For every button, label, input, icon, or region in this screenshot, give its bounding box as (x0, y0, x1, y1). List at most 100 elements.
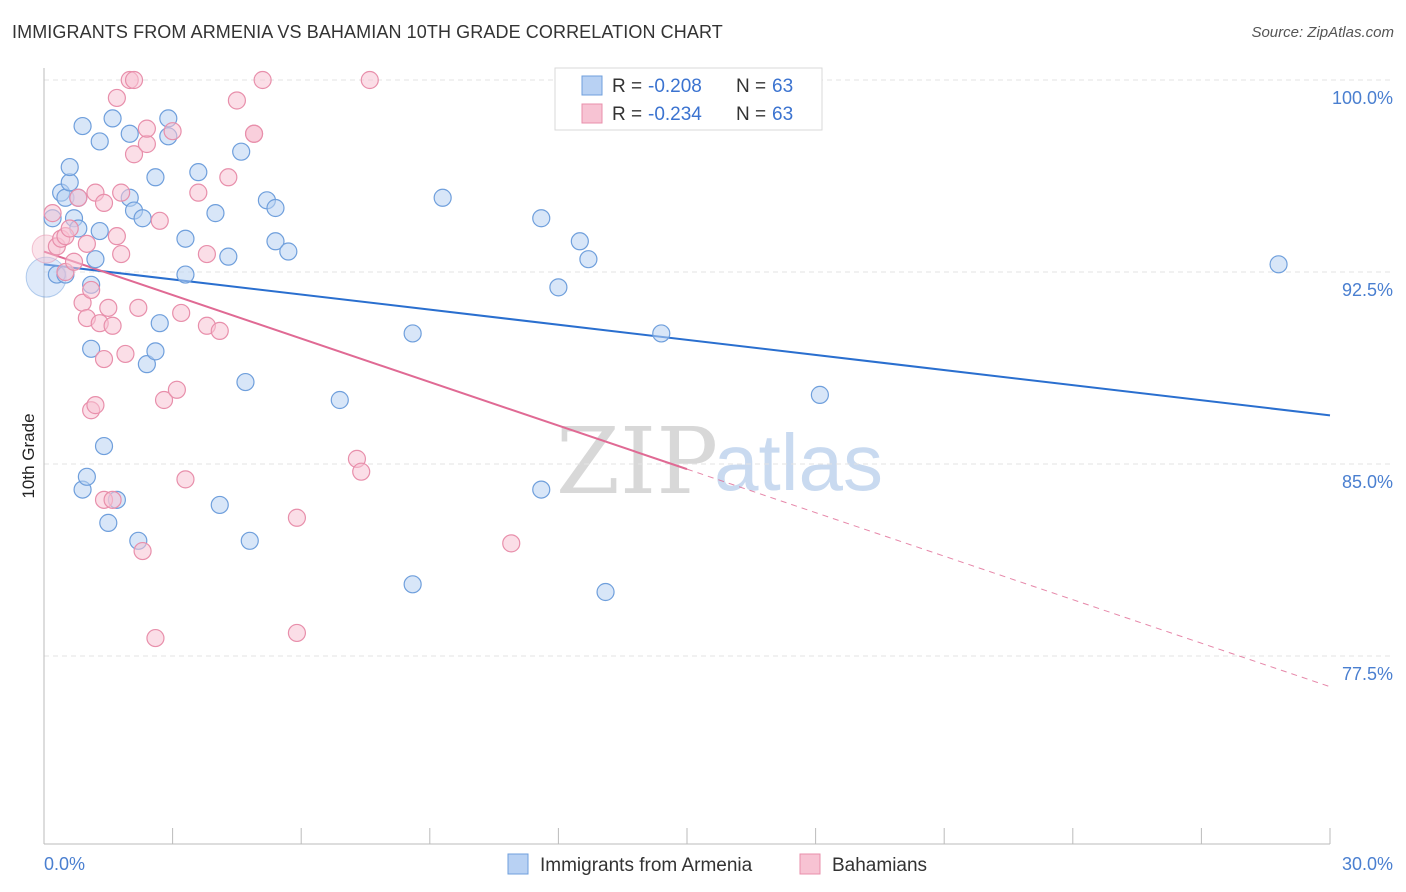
point-bahamians-40 (176, 470, 195, 489)
legend-r-value-2: -0.234 (648, 104, 702, 125)
stats-legend: R = -0.208 N = 63 R = -0.234 N = 63 (554, 67, 823, 131)
point-armenia-27 (137, 355, 156, 374)
point-bahamians-45 (219, 168, 238, 187)
point-bahamians-54 (360, 70, 379, 90)
point-bahamians-48 (244, 124, 264, 143)
point-bahamians-36 (154, 390, 174, 410)
point-armenia-37 (210, 495, 229, 515)
watermark-zip: ZIP (556, 408, 718, 515)
point-bahamians-5 (60, 219, 79, 238)
point-bahamians-50 (287, 508, 307, 527)
data-points (25, 70, 1288, 648)
point-bahamians-34 (146, 628, 165, 648)
point-armenia-36 (206, 204, 225, 223)
point-bahamians-23 (107, 227, 126, 246)
point-armenia-29 (146, 342, 165, 361)
point-bahamians-0 (43, 204, 62, 223)
point-bahamians-53 (352, 462, 371, 481)
point-armenia-17 (90, 221, 109, 241)
point-armenia-49 (433, 188, 452, 207)
point-bahamians-42 (197, 244, 216, 264)
point-armenia-43 (266, 198, 285, 218)
point-armenia-12 (77, 467, 96, 486)
point-armenia-22 (120, 124, 139, 143)
point-armenia-13 (82, 339, 101, 358)
bottom-legend-label-bahamians: Bahamians (832, 855, 927, 876)
axes (43, 68, 1331, 845)
point-bahamians-32 (137, 134, 156, 154)
point-bahamians-19 (99, 298, 118, 317)
point-armenia-6 (60, 157, 79, 177)
bottom-legend-label-armenia: Immigrants from Armenia (540, 855, 753, 876)
point-armenia-39 (232, 142, 251, 161)
point-bahamians-35 (150, 211, 169, 230)
point-bahamians-49 (253, 70, 272, 90)
point-bahamians-11 (82, 280, 101, 300)
point-bahamians-7 (69, 188, 88, 207)
point-bahamians-28 (124, 145, 144, 164)
chart-title: IMMIGRANTS FROM ARMENIA VS BAHAMIAN 10TH… (12, 22, 723, 42)
x-tick-label-1: 30.0% (1342, 854, 1393, 874)
point-bahamians-18 (94, 349, 114, 369)
point-bahamians-26 (116, 344, 135, 364)
y-tick-label-1: 92.5% (1342, 280, 1393, 300)
point-armenia-20 (103, 109, 122, 128)
point-armenia-33 (176, 265, 195, 284)
point-armenia-15 (86, 250, 105, 269)
point-armenia-28 (146, 168, 165, 187)
point-bahamians-51 (287, 623, 307, 643)
point-bahamians-9 (77, 234, 96, 253)
point-bahamians-46 (227, 91, 246, 110)
point-armenia-45 (279, 242, 298, 261)
point-bahamians-41 (189, 183, 208, 202)
point-armenia-53 (570, 232, 589, 251)
point-armenia-34 (176, 229, 195, 248)
point-bahamians-55 (502, 534, 521, 553)
series-legend: Immigrants from Armenia Bahamians (507, 853, 927, 876)
point-bahamians-21 (103, 490, 122, 509)
gridlines (44, 79, 1394, 657)
watermark-atlas: atlas (714, 418, 883, 507)
legend-n-value-2: 63 (772, 104, 793, 125)
point-bahamians-30 (129, 298, 148, 317)
point-bahamians-24 (112, 244, 131, 264)
point-armenia-26 (133, 209, 152, 228)
point-armenia-30 (150, 314, 169, 333)
point-armenia-58 (1269, 255, 1288, 274)
point-bahamians-37 (163, 122, 182, 141)
y-tick-label-3: 77.5% (1342, 664, 1393, 684)
point-armenia-47 (403, 575, 422, 594)
point-armenia-50 (532, 480, 551, 499)
point-armenia-46 (330, 390, 349, 410)
point-bahamians-38 (167, 380, 186, 399)
point-armenia-19 (99, 513, 118, 532)
point-bahamians-22 (107, 88, 126, 108)
legend-r-value-1: -0.208 (648, 76, 702, 97)
point-armenia-40 (236, 372, 255, 392)
point-armenia-41 (240, 531, 259, 550)
y-axis-label: 10th Grade (19, 413, 38, 498)
legend-r-label-1: R = (612, 76, 642, 97)
point-bahamians-16 (94, 193, 114, 212)
y-tick-label-0: 100.0% (1332, 88, 1393, 108)
point-bahamians-29 (124, 70, 144, 90)
legend-swatch-pink (581, 103, 603, 124)
point-armenia-35 (189, 163, 208, 182)
chart-source: Source: ZipAtlas.com (1251, 24, 1394, 41)
trend-lines (43, 250, 1331, 688)
point-armenia-5 (60, 173, 79, 192)
point-bahamians-20 (103, 316, 122, 335)
trend-line-bahamians-extension (686, 468, 1331, 688)
point-armenia-52 (549, 278, 568, 297)
y-tick-label-2: 85.0% (1342, 472, 1393, 492)
legend-n-label-2: N = (736, 104, 766, 125)
tick-labels: 100.0% 92.5% 85.0% 77.5% 0.0% 30.0% (44, 88, 1393, 874)
point-armenia-38 (219, 247, 238, 266)
point-armenia-11 (73, 116, 92, 136)
point-armenia-54 (579, 250, 598, 269)
point-bahamians-33 (137, 119, 156, 138)
point-armenia-44 (266, 232, 285, 251)
legend-n-label-1: N = (736, 76, 766, 97)
trend-line-armenia (43, 263, 1331, 417)
